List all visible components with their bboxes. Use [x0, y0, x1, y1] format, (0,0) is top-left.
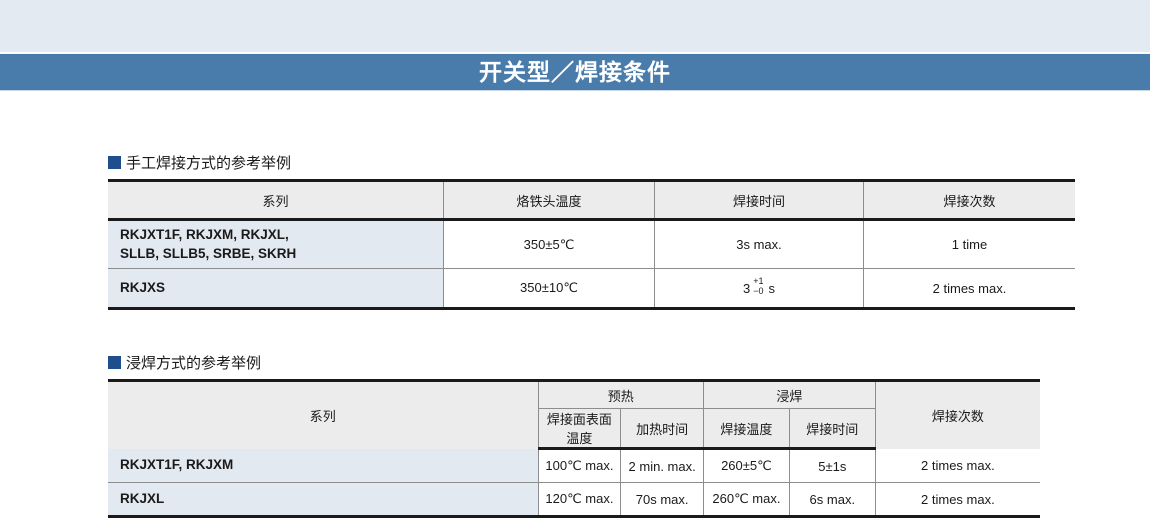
page-title-bar: 开关型／焊接条件	[0, 53, 1150, 91]
cell-solder-count: 2 times max.	[863, 268, 1075, 309]
cell-series: RKJXL	[108, 482, 539, 517]
table-dip-head: 系列 预热 浸焊 焊接次数 焊接面表面温度 加热时间 焊接温度 焊接时间	[108, 380, 1040, 450]
table-header-row: 系列 烙铁头温度 焊接时间 焊接次数	[108, 180, 1075, 221]
cell-preheat-surface-temp: 120℃ max.	[537, 482, 622, 517]
table-manual-soldering: 系列 烙铁头温度 焊接时间 焊接次数 RKJXT1F, RKJXM, RKJXL…	[108, 179, 1075, 310]
column-header-series: 系列	[108, 180, 444, 221]
cell-dip-temp: 260℃ max.	[702, 482, 790, 517]
table-row: RKJXL 120℃ max. 70s max. 260℃ max. 6s ma…	[108, 482, 1040, 517]
section-heading-dip: 浸焊方式的参考举例	[108, 352, 1040, 372]
cell-solder-count: 2 times max.	[874, 448, 1040, 483]
cell-tip-temp: 350±5℃	[443, 219, 655, 269]
section-manual-soldering: 手工焊接方式的参考举例 系列 烙铁头温度 焊接时间 焊接次数 RKJXT1F, …	[108, 152, 1075, 310]
cell-solder-time: 3 +1 −0 s	[654, 268, 864, 309]
table-dip-soldering: 系列 预热 浸焊 焊接次数 焊接面表面温度 加热时间 焊接温度 焊接时间 RKJ…	[108, 379, 1040, 518]
table-row: RKJXS 350±10℃ 3 +1 −0 s 2 times max.	[108, 268, 1075, 309]
tolerance-base: 3	[743, 280, 751, 296]
tolerance-value: 3 +1 −0 s	[743, 276, 776, 298]
table-header-row-group: 系列 预热 浸焊 焊接次数	[108, 380, 1040, 449]
cell-series: RKJXT1F, RKJXM, RKJXL, SLLB, SLLB5, SRBE,…	[108, 219, 444, 269]
table-row: RKJXT1F, RKJXM, RKJXL, SLLB, SLLB5, SRBE,…	[108, 219, 1075, 269]
cell-dip-time: 6s max.	[788, 482, 876, 517]
section-heading-manual: 手工焊接方式的参考举例	[108, 152, 1040, 172]
cell-dip-time: 5±1s	[788, 448, 876, 483]
cell-preheat-time: 70s max.	[620, 482, 704, 517]
top-accent-strip	[0, 0, 1150, 52]
column-header-dip-time: 焊接时间	[788, 408, 876, 450]
section-heading-label: 手工焊接方式的参考举例	[126, 154, 292, 172]
column-header-preheat-time: 加热时间	[620, 408, 704, 450]
cell-dip-temp: 260±5℃	[702, 448, 790, 483]
column-header-solder-count: 焊接次数	[874, 380, 1040, 449]
column-header-series: 系列	[108, 380, 539, 449]
tolerance-plus: +1	[753, 276, 764, 287]
square-bullet-icon	[108, 355, 121, 369]
section-heading-label: 浸焊方式的参考举例	[126, 354, 262, 372]
cell-solder-time: 3s max.	[654, 219, 864, 269]
cell-series: RKJXT1F, RKJXM	[108, 448, 539, 483]
column-header-tip-temp: 烙铁头温度	[443, 180, 655, 221]
section-dip-soldering: 浸焊方式的参考举例 系列 预热 浸焊 焊接次数 焊接面表面温度 加热时间 焊接温…	[108, 352, 1040, 518]
table-header-row-sub: 焊接面表面温度 加热时间 焊接温度 焊接时间	[108, 408, 1040, 450]
column-header-preheat-surface-temp: 焊接面表面温度	[538, 408, 622, 450]
cell-tip-temp: 350±10℃	[443, 268, 655, 309]
tolerance-stack: +1 −0	[753, 276, 764, 297]
tolerance-minus: −0	[753, 286, 764, 296]
page-title: 开关型／焊接条件	[479, 58, 671, 85]
square-bullet-icon	[108, 155, 121, 169]
cell-solder-count: 1 time	[863, 219, 1075, 269]
cell-solder-count: 2 times max.	[874, 482, 1040, 517]
column-header-dip-temp: 焊接温度	[702, 408, 790, 450]
column-header-preheat: 预热	[537, 380, 704, 409]
cell-series: RKJXS	[108, 268, 444, 309]
table-dip-body: RKJXT1F, RKJXM 100℃ max. 2 min. max. 260…	[108, 448, 1040, 517]
table-manual-body: RKJXT1F, RKJXM, RKJXL, SLLB, SLLB5, SRBE,…	[108, 219, 1075, 309]
table-manual-head: 系列 烙铁头温度 焊接时间 焊接次数	[108, 180, 1075, 221]
column-header-dip: 浸焊	[702, 380, 876, 409]
cell-preheat-surface-temp: 100℃ max.	[537, 448, 622, 483]
table-row: RKJXT1F, RKJXM 100℃ max. 2 min. max. 260…	[108, 448, 1040, 483]
column-header-solder-time: 焊接时间	[654, 180, 864, 221]
column-header-solder-count: 焊接次数	[863, 180, 1075, 221]
cell-preheat-time: 2 min. max.	[620, 448, 704, 483]
tolerance-unit: s	[768, 280, 776, 296]
